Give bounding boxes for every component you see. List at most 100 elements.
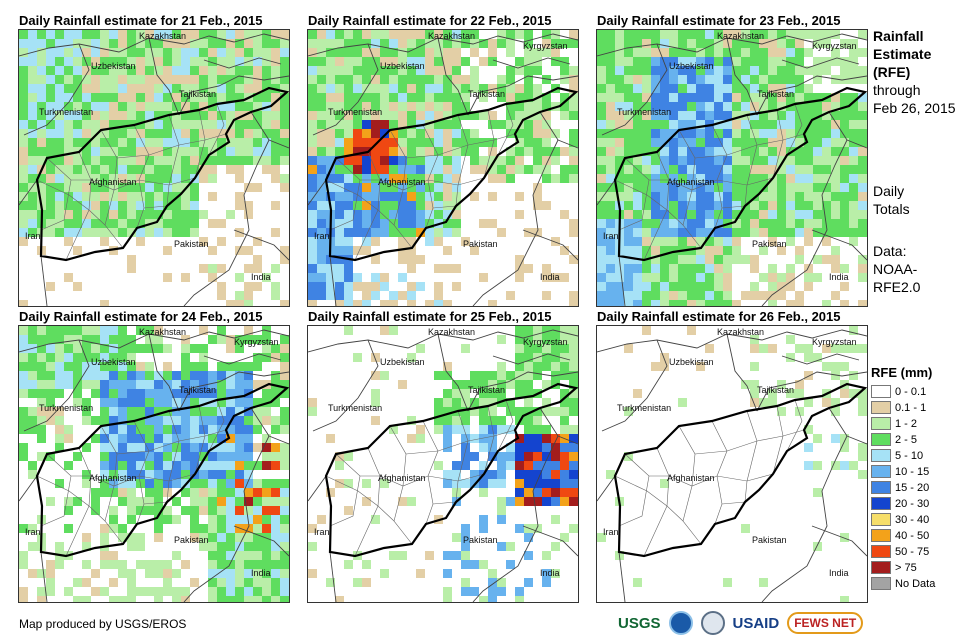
rainfall-cell [524, 102, 533, 111]
rainfall-cell [82, 93, 91, 102]
rainfall-cell [208, 165, 217, 174]
rainfall-cell [208, 524, 217, 533]
rainfall-cell [118, 452, 127, 461]
rainfall-cell [127, 389, 136, 398]
rainfall-cell [560, 102, 569, 111]
rainfall-cell [64, 210, 73, 219]
rainfall-cell [280, 111, 289, 120]
rainfall-cell [669, 273, 678, 282]
rainfall-cell [262, 344, 271, 353]
rainfall-cell [515, 156, 524, 165]
rainfall-cell [569, 129, 578, 138]
rainfall-cell [705, 147, 714, 156]
rainfall-cell [317, 174, 326, 183]
rainfall-cell [488, 48, 497, 57]
rainfall-cell [244, 210, 253, 219]
rainfall-cell [615, 30, 624, 39]
rainfall-cell [344, 48, 353, 57]
rainfall-cell [308, 192, 317, 201]
rainfall-cell [208, 48, 217, 57]
rainfall-cell [777, 219, 786, 228]
rainfall-cell [849, 57, 858, 66]
rainfall-cell [515, 488, 524, 497]
rainfall-cell [118, 353, 127, 362]
rainfall-cell [82, 371, 91, 380]
rainfall-cell [660, 353, 669, 362]
rainfall-cell [705, 219, 714, 228]
rainfall-cell [696, 237, 705, 246]
rainfall-cell [271, 57, 280, 66]
rainfall-cell [380, 147, 389, 156]
rainfall-cell [678, 66, 687, 75]
rainfall-cell [362, 237, 371, 246]
rainfall-cell [235, 75, 244, 84]
rainfall-cell [651, 75, 660, 84]
rainfall-cell [786, 300, 795, 306]
rainfall-cell [669, 246, 678, 255]
rainfall-cell [488, 587, 497, 596]
rainfall-cell [786, 75, 795, 84]
rainfall-cell [28, 326, 37, 335]
rainfall-cell [217, 237, 226, 246]
rainfall-cell [253, 425, 262, 434]
rainfall-cell [696, 210, 705, 219]
rainfall-cell [235, 470, 244, 479]
province-border [437, 133, 516, 156]
rainfall-cell [280, 443, 289, 452]
rainfall-cell [19, 596, 28, 602]
rainfall-cell [479, 596, 488, 602]
country-border [148, 37, 180, 116]
rainfall-cell [91, 488, 100, 497]
rainfall-cell [37, 120, 46, 129]
rainfall-cell [262, 407, 271, 416]
province-border [422, 124, 439, 229]
rainfall-cell [687, 201, 696, 210]
rainfall-cell [28, 30, 37, 39]
rainfall-cell [100, 57, 109, 66]
rainfall-cell [244, 434, 253, 443]
rainfall-cell [524, 470, 533, 479]
rainfall-cell [100, 587, 109, 596]
rainfall-cell [317, 255, 326, 264]
rainfall-cell [831, 138, 840, 147]
rainfall-cell [181, 210, 190, 219]
rainfall-cell [244, 398, 253, 407]
rainfall-cell [73, 219, 82, 228]
rainfall-cell [118, 344, 127, 353]
rainfall-cell [326, 434, 335, 443]
rainfall-cell [470, 156, 479, 165]
rainfall-cell [750, 66, 759, 75]
rainfall-cell [515, 138, 524, 147]
rainfall-cell [687, 48, 696, 57]
rainfall-cell [786, 273, 795, 282]
rainfall-cell [55, 138, 64, 147]
rainfall-cell [624, 210, 633, 219]
rainfall-cell [28, 371, 37, 380]
rainfall-cell [208, 416, 217, 425]
rainfall-cell [380, 174, 389, 183]
rainfall-cell [660, 75, 669, 84]
rainfall-cell [696, 156, 705, 165]
rainfall-cell [777, 30, 786, 39]
rainfall-cell [308, 210, 317, 219]
rainfall-cell [136, 416, 145, 425]
rainfall-cell [199, 210, 208, 219]
rainfall-cell [271, 282, 280, 291]
rainfall-cell [118, 39, 127, 48]
rainfall-cell [669, 300, 678, 306]
rainfall-cell [380, 165, 389, 174]
country-label-uzbekistan: Uzbekistan [380, 357, 425, 367]
rainfall-cell [560, 326, 569, 335]
rainfall-cell [515, 93, 524, 102]
rainfall-cell [226, 461, 235, 470]
rainfall-cell [380, 102, 389, 111]
rainfall-cell [633, 228, 642, 237]
rainfall-cell [795, 291, 804, 300]
rainfall-cell [46, 497, 55, 506]
rainfall-cell [253, 515, 262, 524]
rainfall-cell [750, 174, 759, 183]
rainfall-cell [109, 524, 118, 533]
province-border [437, 429, 516, 452]
rainfall-cell [280, 497, 289, 506]
legend-swatch [871, 385, 891, 398]
